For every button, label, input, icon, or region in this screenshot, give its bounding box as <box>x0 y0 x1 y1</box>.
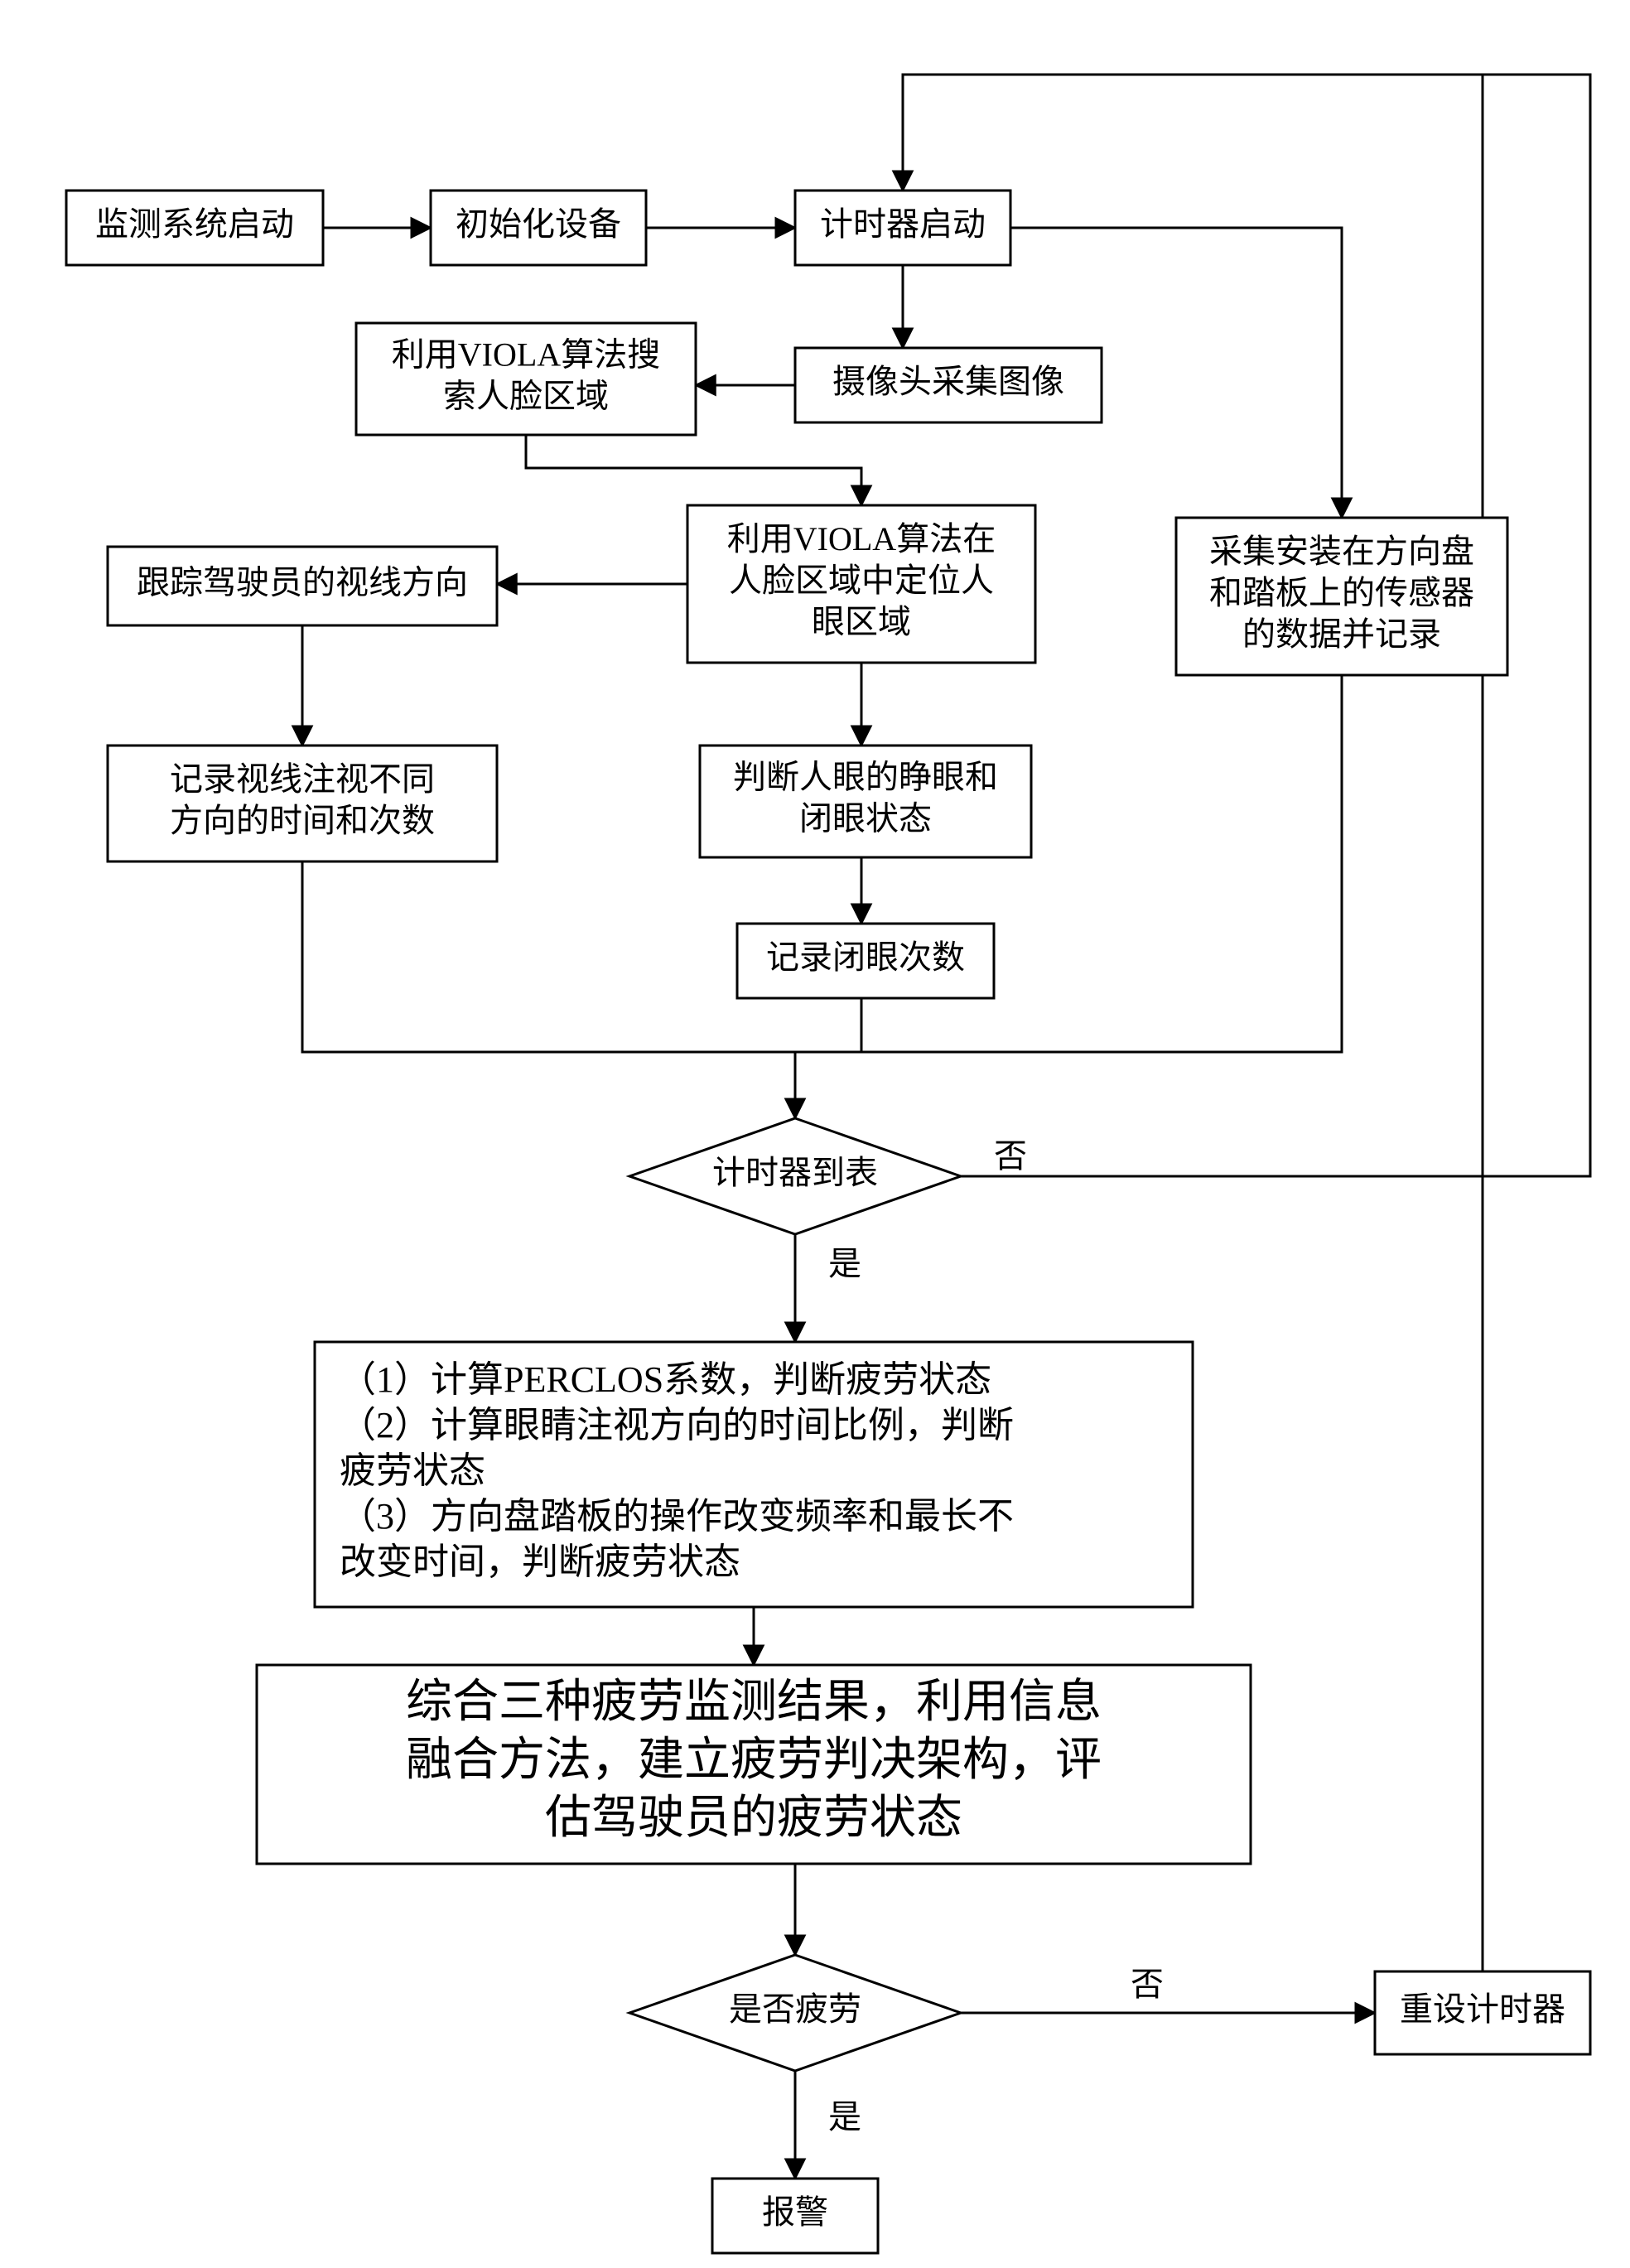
n_start: 监测系统启动 <box>66 191 323 265</box>
n_viola2-label: 利用VIOLA算法在 <box>727 520 996 557</box>
edge <box>302 861 795 1052</box>
n_record1-label: 方向的时间和次数 <box>170 802 435 839</box>
n_track-label: 跟踪驾驶员的视线方向 <box>137 564 468 601</box>
n_calc-label: 疲劳状态 <box>340 1450 485 1491</box>
n_alarm: 报警 <box>712 2179 878 2253</box>
n_record1: 记录视线注视不同方向的时间和次数 <box>108 746 497 861</box>
n_eye-label: 闭眼状态 <box>799 800 932 837</box>
n_eye: 判断人眼的睁眼和闭眼状态 <box>700 746 1031 857</box>
n_fusion-label: 估驾驶员的疲劳状态 <box>545 1793 962 1844</box>
n_sensor: 采集安装在方向盘和踏板上的传感器的数据并记录 <box>1176 518 1507 675</box>
l_yes1: 是 <box>828 1245 861 1282</box>
d_timer: 计时器到表 <box>629 1118 961 1234</box>
n_reset-label: 重设计时器 <box>1400 1991 1565 2028</box>
n_sensor-label: 的数据并记录 <box>1242 615 1441 653</box>
n_viola2: 利用VIOLA算法在人脸区域中定位人眼区域 <box>687 505 1035 663</box>
n_fusion: 综合三种疲劳监测结果，利用信息融合方法，建立疲劳判决架构，评估驾驶员的疲劳状态 <box>257 1665 1251 1864</box>
n_init: 初始化设备 <box>431 191 646 265</box>
n_viola1-label: 利用VIOLA算法搜 <box>392 336 660 374</box>
n_init-label: 初始化设备 <box>456 205 621 243</box>
n_record2: 记录闭眼次数 <box>737 924 994 998</box>
n_sensor-label: 和踏板上的传感器 <box>1209 574 1474 611</box>
edge <box>795 998 861 1052</box>
l_yes2: 是 <box>828 2098 861 2135</box>
n_viola1-label: 索人脸区域 <box>443 378 609 415</box>
n_cam: 摄像头采集图像 <box>795 348 1102 422</box>
n_fusion-label: 综合三种疲劳监测结果，利用信息 <box>406 1677 1102 1728</box>
n_calc-label: （3）方向盘踏板的操作改变频率和最长不 <box>340 1496 1014 1537</box>
d_fat: 是否疲劳 <box>629 1955 961 2071</box>
n_reset: 重设计时器 <box>1375 1971 1590 2054</box>
d_fat-label: 是否疲劳 <box>729 1991 861 2028</box>
n_calc-label: 改变时间，判断疲劳状态 <box>340 1542 740 1582</box>
l_no1: 否 <box>994 1137 1027 1175</box>
n_record1-label: 记录视线注视不同 <box>170 760 435 798</box>
n_cam-label: 摄像头采集图像 <box>832 363 1064 400</box>
l_no2: 否 <box>1131 1966 1164 2003</box>
n_alarm-label: 报警 <box>762 2193 828 2231</box>
n_calc-label: （2）计算眼睛注视方向的时间比例，判断 <box>340 1405 1014 1445</box>
n_timer: 计时器启动 <box>795 191 1010 265</box>
n_start-label: 监测系统启动 <box>95 205 294 243</box>
n_calc: （1）计算PERCLOS系数，判断疲劳状态 （2）计算眼睛注视方向的时间比例，判断… <box>315 1342 1193 1607</box>
n_viola2-label: 人脸区域中定位人 <box>729 562 994 599</box>
n_sensor-label: 采集安装在方向盘 <box>1209 533 1474 570</box>
n_viola1: 利用VIOLA算法搜索人脸区域 <box>356 323 696 435</box>
n_eye-label: 判断人眼的睁眼和 <box>733 759 998 796</box>
n_fusion-label: 融合方法，建立疲劳判决架构，评 <box>406 1735 1102 1786</box>
edge <box>526 435 861 505</box>
d_timer-label: 计时器到表 <box>712 1154 878 1191</box>
n_track: 跟踪驾驶员的视线方向 <box>108 547 497 625</box>
n_viola2-label: 眼区域 <box>812 603 911 640</box>
n_timer-label: 计时器启动 <box>820 205 986 243</box>
n_calc-label: （1）计算PERCLOS系数，判断疲劳状态 <box>340 1359 991 1400</box>
n_record2-label: 记录闭眼次数 <box>766 939 965 976</box>
